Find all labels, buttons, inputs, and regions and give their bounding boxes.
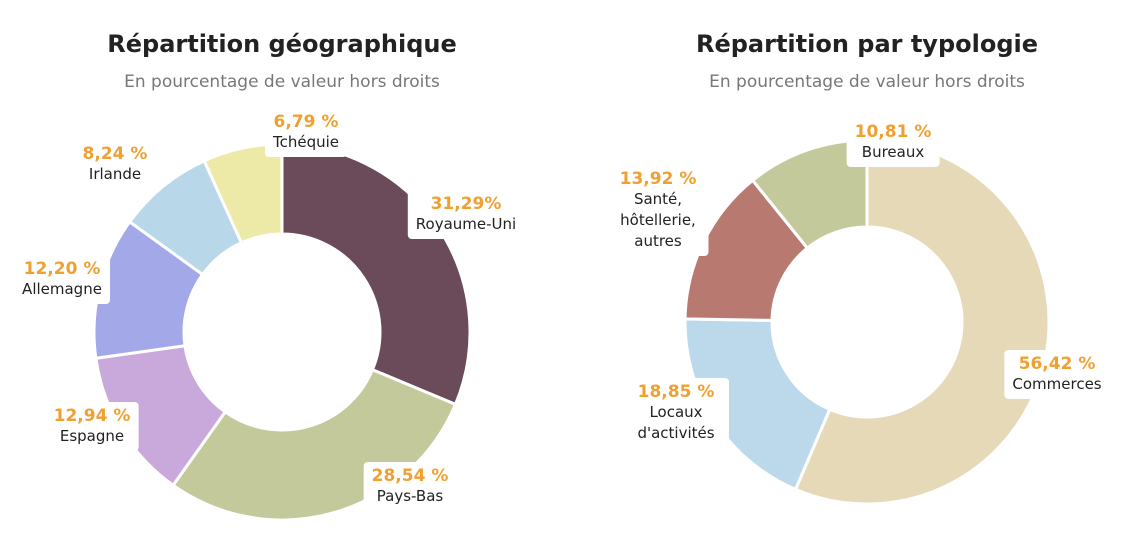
slice-label: 18,85 % Locaux d'activités (623, 378, 729, 448)
slice-value: 18,85 % (637, 382, 715, 402)
donut-slice (793, 138, 1051, 506)
slice-name: Commerces (1012, 375, 1102, 393)
slice-name: Espagne (59, 427, 125, 445)
slice-value: 12,20 % (23, 259, 101, 279)
slice-value: 10,81 % (854, 122, 932, 142)
slice-label: 10,81 % Bureaux (846, 118, 940, 167)
slice-value: 6,79 % (273, 112, 339, 132)
slice-name: Locaux d'activités (637, 403, 715, 442)
slice-name: Allemagne (22, 280, 102, 298)
slice-label: 13,92 % Santé, hôtellerie, autres (607, 165, 709, 256)
slice-value: 56,42 % (1018, 354, 1096, 374)
slice-label: 56,42 % Commerces (1004, 350, 1110, 399)
chart-title: Répartition par typologie (695, 30, 1039, 58)
slice-value: 13,92 % (619, 169, 697, 189)
slice-value: 8,24 % (82, 144, 148, 164)
slice-label: 8,24 % Irlande (74, 140, 156, 189)
slice-name: Pays-Bas (376, 487, 444, 505)
slice-name: Royaume-Uni (415, 215, 517, 233)
slice-value: 12,94 % (53, 406, 131, 426)
slice-name: Bureaux (861, 143, 925, 161)
slice-name: Tchéquie (272, 133, 340, 151)
chart-subtitle: En pourcentage de valeur hors droits (709, 72, 1025, 92)
chart-title: Répartition géographique (107, 30, 457, 58)
donut-slice (683, 317, 832, 492)
slice-label: 12,20 % Allemagne (14, 255, 110, 304)
slice-label: 12,94 % Espagne (45, 402, 139, 451)
slice-value: 28,54 % (371, 466, 449, 486)
slice-label: 31,29% Royaume-Uni (407, 190, 525, 239)
donut-slice (280, 142, 472, 407)
slice-value: 31,29% (430, 194, 502, 214)
slice-label: 28,54 % Pays-Bas (363, 462, 457, 511)
slice-label: 6,79 % Tchéquie (264, 108, 348, 157)
chart-subtitle: En pourcentage de valeur hors droits (124, 72, 440, 92)
slice-name: Santé, hôtellerie, autres (620, 190, 696, 250)
slice-name: Irlande (88, 165, 142, 183)
